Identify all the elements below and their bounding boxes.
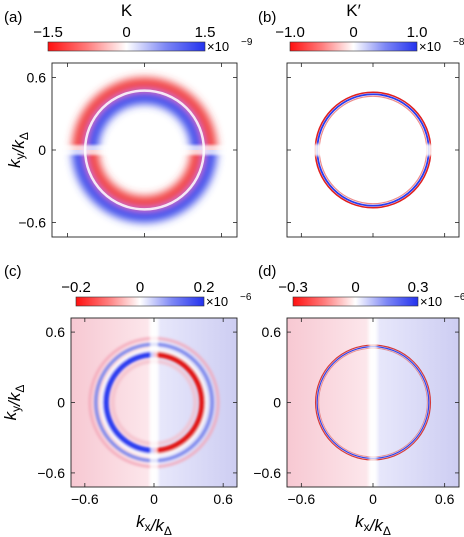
- axis-fade: [150, 318, 158, 487]
- colorbar-tick-label: −0.3: [278, 279, 308, 296]
- colorbar-gradient: [292, 296, 419, 307]
- axis-fade: [52, 145, 237, 155]
- lower-bands: [72, 150, 217, 223]
- ring-band: [86, 150, 203, 209]
- ring-band: [72, 150, 217, 223]
- y-tick-label: 0: [273, 395, 281, 411]
- heatmap-panel-c: −0.6 0 0.6 0.6 0 −0.6 ky/kΔ kx/kΔ (c) −0.2 0 0.2×10…: [1, 263, 252, 537]
- ring-band: [86, 91, 203, 150]
- colorbar-exponent: ×10: [419, 39, 441, 54]
- panel-label: (d): [258, 263, 276, 280]
- colorbar-power: −6: [454, 292, 464, 303]
- upper-bands: [72, 77, 217, 150]
- colorbar-tick-label: 0: [349, 24, 357, 41]
- y-tick-label: 0.6: [262, 324, 282, 340]
- colorbar-tick-label: 0.2: [194, 279, 215, 296]
- heatmap-panel-d: −0.6 0 0.6 0.6 0 −0.6 kx/kΔ (d)−0.3 0 0.3×10 −6: [253, 263, 464, 537]
- heatmap-field: [52, 77, 237, 223]
- colorbar-exponent: ×10: [206, 294, 228, 309]
- heatmap-field: [287, 91, 459, 209]
- y-tick-label: 0.6: [46, 324, 66, 340]
- panel-label: (b): [258, 9, 276, 26]
- colorbar-exponent: ×10: [420, 294, 442, 309]
- colorbar-exponent: ×10: [207, 39, 229, 54]
- y-tick-label: −0.6: [37, 465, 65, 481]
- y-tick-label: −0.6: [18, 215, 46, 231]
- colorbar-gradient: [289, 41, 418, 52]
- colorbar-tick-label: 0.3: [408, 279, 429, 296]
- heatmap-panel-a: 0.6 0 −0.6 ky/kΔ (a) K −1.5 0 1.5×10 −9: [4, 1, 253, 238]
- ring-band: [153, 351, 206, 454]
- ring-band: [102, 351, 155, 454]
- x-tick-label: 0.6: [435, 491, 455, 507]
- colorbar-tick-label: 1.5: [195, 24, 216, 41]
- x-tick-label: −0.6: [288, 491, 316, 507]
- heatmap-field: [71, 318, 237, 487]
- axis-fade: [369, 318, 377, 487]
- x-axis-title: kx/kΔ: [136, 512, 172, 537]
- y-tick-label: 0.6: [27, 70, 47, 86]
- x-axis-title: kx/kΔ: [355, 512, 391, 537]
- colorbar-tick-label: 0: [122, 24, 130, 41]
- y-tick-label: 0: [57, 395, 65, 411]
- x-tick-label: −0.6: [71, 491, 99, 507]
- x-tick-label: 0.6: [213, 491, 233, 507]
- y-axis-title: ky/kΔ: [5, 132, 31, 168]
- colorbar: −0.3 0 0.3×10 −6: [278, 279, 464, 309]
- colorbar: −1.5 0 1.5×10 −9: [33, 24, 253, 54]
- panel-label: (a): [4, 9, 22, 26]
- y-axis-title: ky/kΔ: [1, 385, 27, 421]
- heatmap-field: [287, 318, 459, 487]
- panel-title: K: [121, 1, 133, 20]
- panel-title: K′: [346, 1, 361, 20]
- colorbar-power: −9: [241, 37, 253, 48]
- colorbar-tick-label: −1.5: [33, 24, 63, 41]
- colorbar: −1.0 0 1.0×10 −8: [275, 24, 464, 54]
- heatmap-panel-b: (b) K′ −1.0 0 1.0×10 −8: [258, 1, 464, 238]
- colorbar-tick-label: −1.0: [275, 24, 305, 41]
- ring-band: [72, 77, 217, 150]
- colorbar-gradient: [47, 41, 206, 52]
- axis-fade: [287, 144, 459, 156]
- colorbar-power: −8: [453, 37, 464, 48]
- y-tick-label: 0: [38, 142, 46, 158]
- colorbar-tick-label: 0: [136, 279, 144, 296]
- x-tick-label: 0: [369, 491, 377, 507]
- colorbar-gradient: [75, 296, 205, 307]
- x-tick-label: 0: [150, 491, 158, 507]
- y-tick-label: −0.6: [253, 465, 281, 481]
- colorbar-tick-label: 0: [351, 279, 359, 296]
- colorbar-tick-label: −0.2: [61, 279, 91, 296]
- panel-label: (c): [4, 263, 22, 280]
- colorbar-tick-label: 1.0: [407, 24, 428, 41]
- colorbar: −0.2 0 0.2×10 −6: [61, 279, 252, 309]
- colorbar-power: −6: [240, 292, 252, 303]
